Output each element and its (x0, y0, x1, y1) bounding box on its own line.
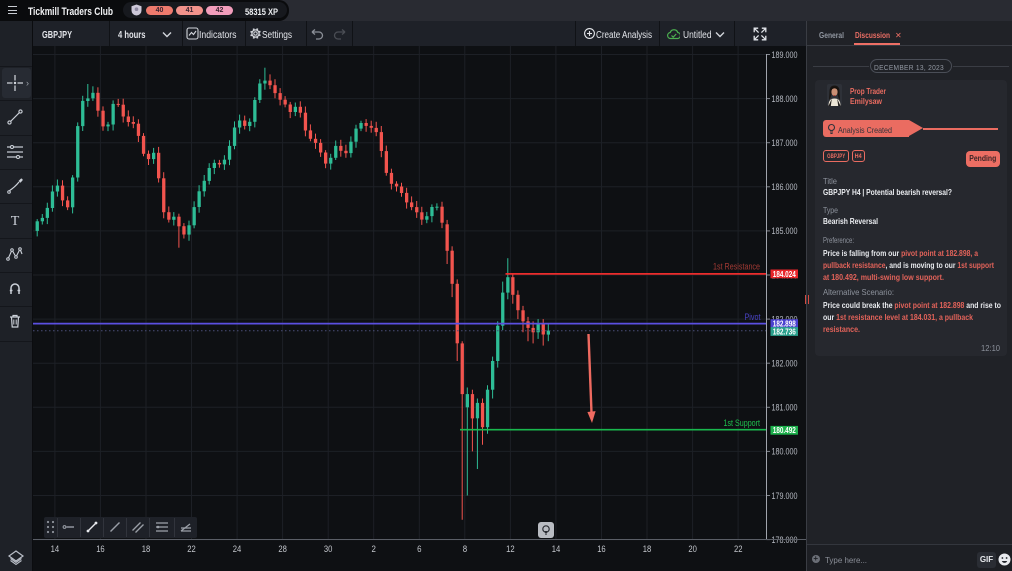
svg-text:18: 18 (643, 544, 652, 554)
svg-text:1st Resistance: 1st Resistance (713, 261, 760, 271)
svg-text:30: 30 (324, 544, 333, 554)
svg-text:185.000: 185.000 (772, 226, 798, 237)
svg-text:181.000: 181.000 (772, 403, 798, 414)
svg-text:14: 14 (51, 544, 60, 554)
svg-text:8: 8 (463, 544, 467, 554)
svg-text:2: 2 (372, 544, 376, 554)
svg-text:187.000: 187.000 (772, 138, 798, 149)
svg-text:1st Support: 1st Support (724, 418, 761, 428)
svg-text:16: 16 (96, 544, 105, 554)
svg-text:180.000: 180.000 (772, 447, 798, 458)
svg-text:22: 22 (187, 544, 196, 554)
svg-text:22: 22 (734, 544, 743, 554)
svg-text:12: 12 (506, 544, 514, 554)
svg-text:20: 20 (688, 544, 697, 554)
svg-text:6: 6 (417, 544, 421, 554)
svg-text:182.000: 182.000 (772, 359, 798, 370)
svg-text:182.736: 182.736 (773, 327, 796, 336)
svg-text:189.000: 189.000 (772, 50, 798, 61)
svg-text:178.000: 178.000 (772, 535, 798, 546)
svg-text:14: 14 (552, 544, 561, 554)
svg-text:Pivot: Pivot (745, 312, 761, 322)
svg-text:188.000: 188.000 (772, 94, 798, 105)
svg-text:T: T (11, 214, 20, 229)
svg-text:16: 16 (597, 544, 606, 554)
svg-text:180.492: 180.492 (773, 426, 796, 435)
svg-text:24: 24 (233, 544, 242, 554)
svg-text:18: 18 (142, 544, 151, 554)
svg-text:28: 28 (278, 544, 287, 554)
svg-text:182.898: 182.898 (773, 320, 796, 329)
svg-text:179.000: 179.000 (772, 491, 798, 502)
svg-text:186.000: 186.000 (772, 182, 798, 193)
svg-text:184.024: 184.024 (773, 270, 796, 279)
